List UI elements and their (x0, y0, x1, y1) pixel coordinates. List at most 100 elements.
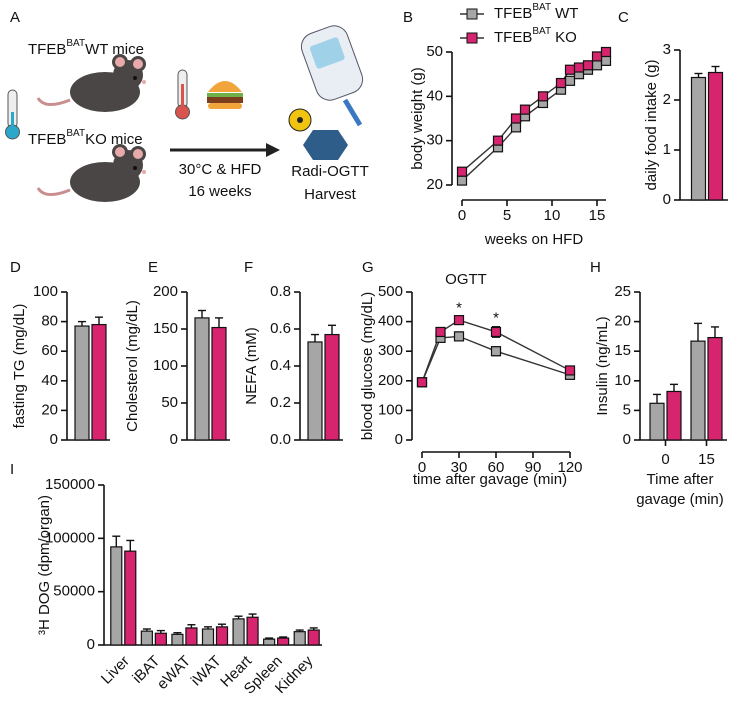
x-tick-label: 120 (557, 459, 582, 476)
marker (453, 331, 465, 342)
y-tick-label: 1 (663, 141, 671, 158)
marker (510, 122, 522, 133)
y-tick-label: 100000 (45, 529, 95, 546)
label-part: WT mice (85, 41, 144, 58)
bar (649, 402, 665, 441)
marker (490, 346, 502, 357)
bar (324, 333, 340, 441)
bar (185, 627, 198, 646)
y-axis-label: daily food intake (g) (643, 60, 660, 191)
bar (307, 341, 323, 441)
outcome-line: Radi-OGTT (291, 163, 369, 180)
y-tick-label: 0 (395, 431, 403, 448)
marker (600, 46, 612, 58)
y-tick-label: 40 (41, 372, 58, 389)
x-axis-label: weeks on HFD (484, 231, 584, 248)
panel-letter: D (10, 259, 21, 276)
legend-part: TFEB (494, 5, 532, 22)
panel-letter: C (618, 9, 629, 26)
bar (154, 632, 167, 646)
y-tick-label: 100 (378, 401, 403, 418)
radiation-icon (288, 108, 312, 132)
legend-part: WT (555, 5, 578, 22)
y-tick-label: 5 (623, 401, 631, 418)
bar (707, 336, 723, 441)
panel-letter: H (590, 259, 601, 276)
condition-line: 16 weeks (188, 183, 251, 200)
y-tick-label: 20 (426, 176, 443, 193)
bar (277, 637, 290, 646)
bar (690, 76, 707, 201)
y-tick-label: 0 (50, 431, 58, 448)
bar (194, 317, 210, 441)
panel-letter: B (403, 9, 413, 26)
y-tick-label: 20 (614, 313, 631, 330)
label-part: KO mice (85, 131, 143, 148)
x-axis-label: gavage (min) (636, 491, 724, 508)
y-tick-label: 15 (614, 342, 631, 359)
legend-part: TFEB (494, 29, 532, 46)
y-tick-label: 400 (378, 313, 403, 330)
x-tick-label: 0 (418, 459, 426, 476)
bar (263, 638, 276, 646)
y-axis-label: ³H DOG (dpm/organ) (36, 495, 53, 635)
panel-letter: E (148, 259, 158, 276)
marker (453, 315, 465, 326)
glucometer-icon (300, 25, 364, 127)
bar (201, 628, 215, 646)
legend-part: KO (555, 29, 577, 46)
marker (435, 326, 446, 338)
marker (600, 55, 612, 66)
bar (246, 616, 259, 646)
x-tick-label: iWAT (188, 653, 225, 690)
series-line (461, 60, 607, 182)
legend-label: TFEBBAT WT (494, 2, 578, 22)
legend-marker (466, 32, 478, 44)
y-tick-label: 25 (614, 283, 631, 300)
label-part: TFEB (28, 41, 66, 58)
ko-label: TFEBBATKO mice (28, 128, 143, 148)
y-tick-label: 200 (153, 283, 178, 300)
y-tick-label: 100 (33, 283, 58, 300)
y-tick-label: 10 (614, 372, 631, 389)
x-tick-label: 15 (589, 207, 606, 224)
y-tick-label: 500 (378, 283, 403, 300)
legend-sup: BAT (532, 2, 551, 13)
thermometer-warm (175, 69, 190, 120)
y-tick-label: 0.0 (270, 431, 291, 448)
marker (456, 175, 468, 186)
schematic: A TFEBBATWT mice TFEBBATKO mice (5, 9, 369, 203)
bar (211, 326, 227, 441)
x-tick-label: Liver (98, 653, 133, 688)
marker (537, 91, 549, 102)
bar (293, 631, 306, 646)
marker (555, 77, 567, 89)
bar (74, 325, 90, 441)
y-axis-label: body weight (g) (409, 67, 426, 170)
y-tick-label: 50 (161, 394, 178, 411)
bar (232, 618, 245, 646)
y-axis-label: fasting TG (mg/dL) (11, 304, 28, 429)
marker (510, 113, 522, 124)
y-tick-label: 0.2 (270, 394, 291, 411)
arrow (170, 143, 280, 157)
y-tick-label: 50000 (53, 583, 95, 600)
y-axis-label: NEFA (mM) (243, 327, 260, 405)
y-tick-label: 0.8 (270, 283, 291, 300)
outcome-line: Harvest (304, 186, 357, 203)
label-part: TFEB (28, 131, 66, 148)
y-tick-label: 300 (378, 342, 403, 359)
tissue-icon (303, 130, 348, 160)
bar (215, 626, 229, 646)
bar (124, 550, 137, 646)
y-tick-label: 200 (378, 372, 403, 389)
y-tick-label: 80 (41, 313, 58, 330)
label-sup: BAT (66, 128, 85, 139)
bar (171, 633, 184, 646)
bar (707, 71, 724, 201)
condition-line: 30°C & HFD (179, 161, 262, 178)
bar (666, 390, 682, 441)
x-tick-label: 15 (698, 451, 715, 468)
x-tick-label: 30 (451, 459, 468, 476)
